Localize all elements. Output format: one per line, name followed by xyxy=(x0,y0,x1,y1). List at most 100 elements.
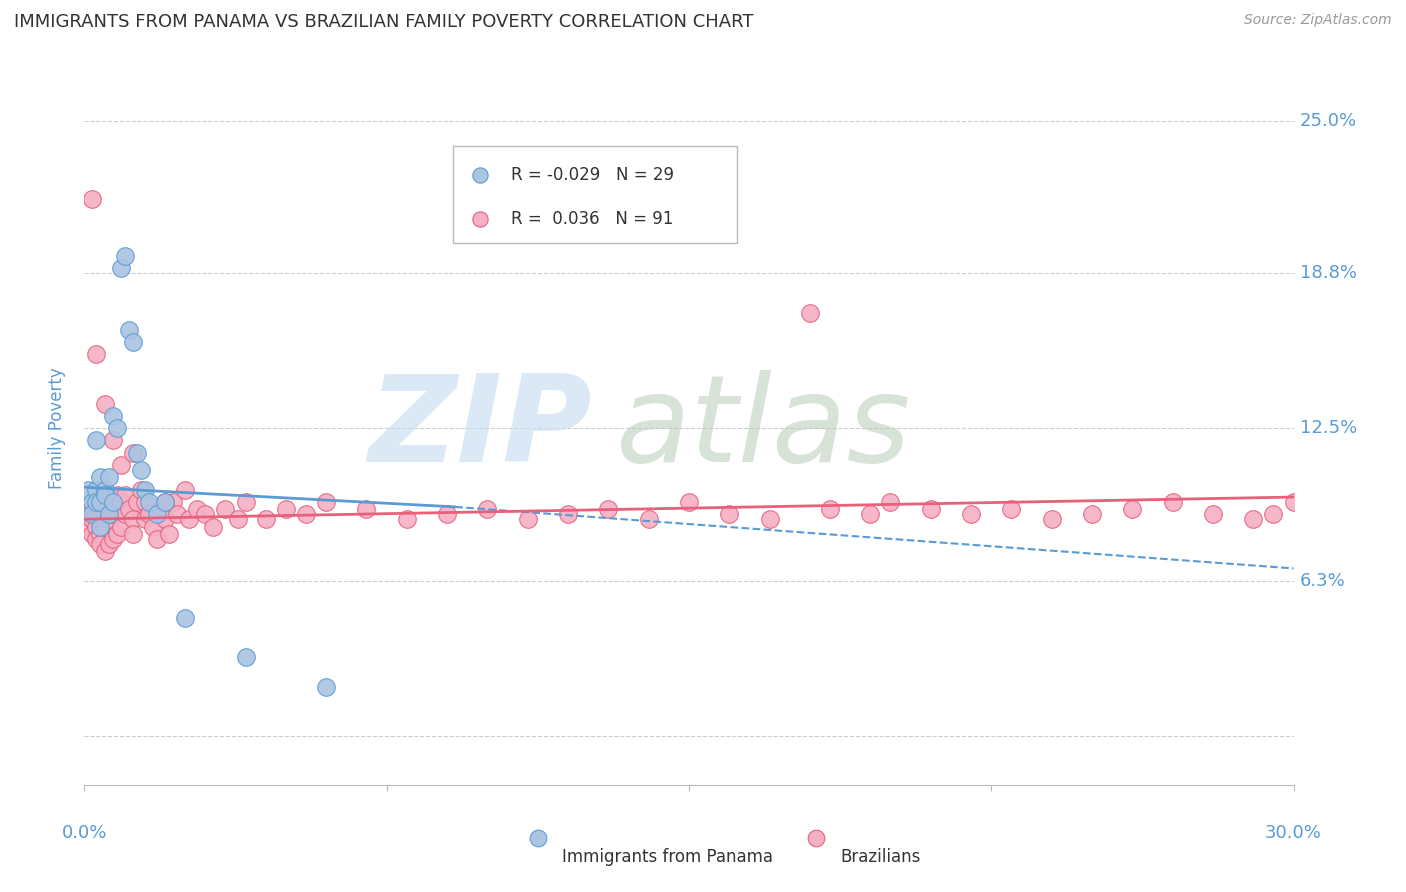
Point xyxy=(174,483,197,497)
Point xyxy=(89,512,111,526)
Point xyxy=(149,502,172,516)
Point xyxy=(477,502,499,516)
Point xyxy=(516,512,538,526)
Point xyxy=(86,495,108,509)
Point xyxy=(118,502,141,516)
Point xyxy=(93,487,115,501)
Point xyxy=(799,305,821,319)
Point xyxy=(93,495,115,509)
Text: 0.0%: 0.0% xyxy=(62,824,107,842)
Point xyxy=(86,434,108,448)
Point xyxy=(1121,502,1143,516)
Point xyxy=(153,495,176,509)
Point xyxy=(138,508,160,522)
Point xyxy=(101,495,124,509)
Point xyxy=(879,495,901,509)
Point xyxy=(166,508,188,522)
Point xyxy=(89,527,111,541)
Point xyxy=(82,192,104,206)
Text: 6.3%: 6.3% xyxy=(1299,572,1346,590)
FancyBboxPatch shape xyxy=(453,146,737,243)
Point xyxy=(235,495,257,509)
Point xyxy=(114,508,136,522)
Point xyxy=(110,458,132,472)
Text: IMMIGRANTS FROM PANAMA VS BRAZILIAN FAMILY POVERTY CORRELATION CHART: IMMIGRANTS FROM PANAMA VS BRAZILIAN FAMI… xyxy=(14,13,754,31)
Point xyxy=(1161,495,1184,509)
Point xyxy=(89,495,111,509)
Point xyxy=(315,495,337,509)
Text: 18.8%: 18.8% xyxy=(1299,264,1357,282)
Text: R =  0.036   N = 91: R = 0.036 N = 91 xyxy=(512,210,673,227)
Point xyxy=(134,483,156,497)
Point xyxy=(97,470,120,484)
Point xyxy=(194,508,217,522)
Point xyxy=(1241,512,1264,526)
Point xyxy=(93,544,115,558)
Point xyxy=(214,502,236,516)
Point xyxy=(89,470,111,484)
Point xyxy=(146,508,169,522)
Text: Brazilians: Brazilians xyxy=(841,847,921,866)
Point xyxy=(153,495,176,509)
Point xyxy=(134,495,156,509)
Point xyxy=(121,334,143,349)
Y-axis label: Family Poverty: Family Poverty xyxy=(48,368,66,489)
Point xyxy=(101,508,124,522)
Point xyxy=(395,512,418,526)
Point xyxy=(93,396,115,410)
Point xyxy=(557,508,579,522)
Point xyxy=(101,409,124,423)
Point xyxy=(77,483,100,497)
Point xyxy=(118,323,141,337)
Point xyxy=(186,502,208,516)
Point xyxy=(86,508,108,522)
Point xyxy=(121,446,143,460)
Point xyxy=(86,483,108,497)
Text: 30.0%: 30.0% xyxy=(1265,824,1322,842)
Point xyxy=(89,537,111,551)
Point xyxy=(598,502,620,516)
Point xyxy=(110,519,132,533)
Point xyxy=(1282,495,1305,509)
Point xyxy=(121,527,143,541)
Point xyxy=(89,502,111,516)
Point xyxy=(105,508,128,522)
Point xyxy=(101,434,124,448)
Point xyxy=(97,512,120,526)
Point xyxy=(960,508,983,522)
Point xyxy=(97,537,120,551)
Point xyxy=(1081,508,1104,522)
Point xyxy=(97,508,120,522)
Point xyxy=(718,508,741,522)
Point xyxy=(254,512,277,526)
Point xyxy=(226,512,249,526)
Point xyxy=(274,502,297,516)
Point xyxy=(859,508,882,522)
Point xyxy=(82,508,104,522)
Point xyxy=(1040,512,1063,526)
Point xyxy=(93,508,115,522)
Point xyxy=(436,508,458,522)
Point xyxy=(114,487,136,501)
Point xyxy=(121,512,143,526)
Point xyxy=(89,519,111,533)
Point xyxy=(920,502,942,516)
Point xyxy=(125,495,148,509)
Point xyxy=(77,519,100,533)
Text: atlas: atlas xyxy=(616,369,911,487)
Point xyxy=(202,519,225,533)
Point xyxy=(105,421,128,435)
Point xyxy=(97,487,120,501)
Point xyxy=(356,502,378,516)
Point xyxy=(153,512,176,526)
Text: Immigrants from Panama: Immigrants from Panama xyxy=(562,847,773,866)
Point xyxy=(235,650,257,665)
Point xyxy=(758,512,780,526)
Point xyxy=(315,680,337,694)
Point xyxy=(1000,502,1022,516)
Point xyxy=(1202,508,1225,522)
Point xyxy=(105,527,128,541)
Text: 12.5%: 12.5% xyxy=(1299,419,1357,437)
Point xyxy=(86,495,108,509)
Point xyxy=(86,347,108,361)
